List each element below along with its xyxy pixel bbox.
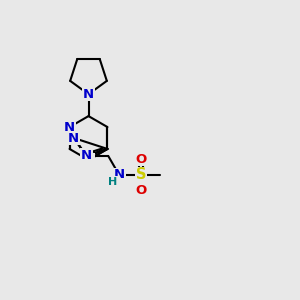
- Text: N: N: [64, 121, 75, 134]
- Text: N: N: [83, 88, 94, 101]
- Text: N: N: [81, 149, 92, 162]
- Text: N: N: [68, 131, 79, 145]
- Text: O: O: [136, 184, 147, 197]
- Text: N: N: [114, 168, 125, 182]
- Text: O: O: [136, 153, 147, 166]
- Text: H: H: [108, 177, 117, 187]
- Text: N: N: [83, 153, 94, 167]
- Text: S: S: [136, 167, 146, 182]
